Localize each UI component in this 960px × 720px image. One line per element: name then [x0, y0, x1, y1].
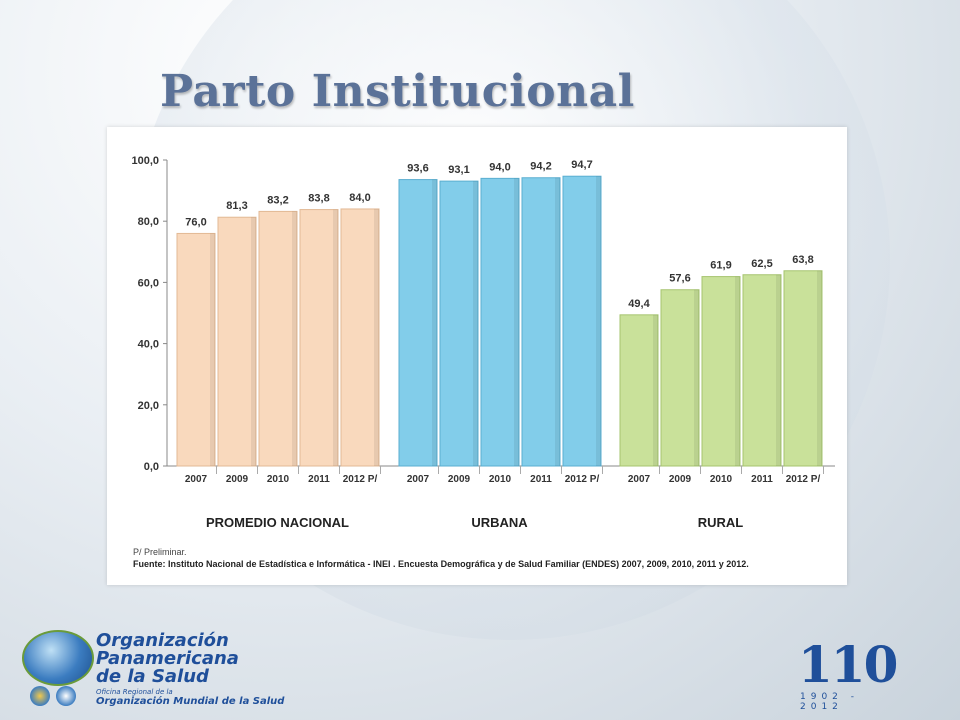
bar: [701, 276, 741, 467]
data-label: 62,5: [751, 258, 772, 270]
data-label: 94,7: [571, 159, 592, 171]
data-label: 81,3: [226, 200, 247, 212]
bar: [398, 179, 438, 467]
bar: [619, 314, 659, 467]
data-label: 93,1: [448, 164, 469, 176]
ops-name-line2: Panamericana: [96, 648, 239, 669]
bar-shade: [292, 211, 297, 466]
slide-title: Parto Institucional: [160, 66, 635, 117]
bar: [742, 274, 782, 467]
x-tick-label: 2010: [267, 474, 290, 485]
bar: [521, 177, 561, 467]
y-tick-label: 60,0: [138, 277, 159, 289]
x-tick-label: 2012 P/: [343, 474, 378, 485]
ops-subtitle-line2: Organización Mundial de la Salud: [96, 696, 285, 707]
bar-shade: [251, 217, 256, 466]
bar: [258, 210, 298, 467]
data-label: 63,8: [792, 254, 813, 266]
bar-shade: [735, 276, 740, 466]
bar-shade: [817, 270, 822, 466]
ops-seal-icon: [30, 686, 50, 706]
bar: [217, 216, 257, 467]
source-note: Fuente: Instituto Nacional de Estadístic…: [133, 559, 749, 569]
data-label: 84,0: [349, 192, 370, 204]
y-tick-label: 100,0: [131, 155, 159, 167]
x-tick-label: 2010: [489, 474, 512, 485]
x-tick-label: 2012 P/: [565, 474, 600, 485]
data-label: 83,8: [308, 193, 329, 205]
bar-shade: [374, 208, 379, 466]
ops-subtitle-line1: Oficina Regional de la: [96, 688, 173, 696]
bar: [562, 175, 602, 467]
x-tick-label: 2011: [530, 474, 552, 485]
y-tick-label: 40,0: [138, 339, 159, 351]
data-label: 94,0: [489, 161, 510, 173]
bar-shade: [514, 178, 519, 467]
x-tick-label: 2012 P/: [786, 474, 821, 485]
chart-panel: 0,0 20,0 40,0 60,0 80,0 100,0 76,0 2007 81,3 2009…: [107, 127, 847, 585]
who-seal-icon: [56, 686, 76, 706]
group-label: PROMEDIO NACIONAL: [206, 515, 349, 530]
data-label: 94,2: [530, 161, 551, 173]
x-tick-label: 2007: [628, 474, 651, 485]
bar-shade: [596, 176, 601, 466]
preliminary-note: P/ Preliminar.: [133, 547, 187, 557]
x-tick-label: 2009: [448, 474, 471, 485]
x-tick-label: 2011: [751, 474, 773, 485]
ops-name-line1: Organización: [96, 630, 229, 651]
y-tick-label: 0,0: [144, 461, 159, 473]
anniversary-logo: 110 1902 - 2012: [798, 635, 908, 713]
bar-shade: [694, 289, 699, 466]
x-tick-label: 2011: [308, 474, 330, 485]
institutional-birth-chart: 0,0 20,0 40,0 60,0 80,0 100,0 76,0 2007 81,3 2009…: [131, 155, 835, 530]
x-tick-label: 2010: [710, 474, 733, 485]
ops-name-line3: de la Salud: [96, 666, 209, 687]
bar: [439, 180, 479, 467]
data-label: 93,6: [407, 163, 428, 175]
bar: [340, 208, 380, 467]
x-tick-label: 2007: [185, 474, 208, 485]
globe-emblem-icon: [22, 630, 94, 686]
bar-shade: [555, 177, 560, 467]
bar-shade: [333, 209, 338, 466]
data-label: 76,0: [185, 216, 206, 228]
group-label: RURAL: [698, 515, 744, 530]
bar-shade: [653, 314, 658, 466]
bar: [660, 289, 700, 467]
bar: [299, 209, 339, 467]
y-tick-label: 20,0: [138, 400, 159, 412]
bar-shade: [473, 181, 478, 466]
data-label: 83,2: [267, 194, 288, 206]
bar-shade: [432, 179, 437, 467]
ops-logo: Organización Panamericana de la Salud Of…: [22, 630, 292, 710]
bar: [783, 270, 823, 467]
anniversary-number: 110: [798, 635, 898, 694]
group-label: URBANA: [471, 515, 528, 530]
data-label: 61,9: [710, 260, 731, 272]
anniversary-years: 1902 - 2012: [800, 692, 860, 712]
bar-shade: [210, 233, 215, 466]
bar: [480, 177, 520, 467]
x-tick-label: 2007: [407, 474, 430, 485]
x-tick-label: 2009: [669, 474, 692, 485]
bar: [176, 232, 216, 467]
x-tick-label: 2009: [226, 474, 249, 485]
y-tick-label: 80,0: [138, 216, 159, 228]
data-label: 49,4: [628, 298, 650, 310]
data-label: 57,6: [669, 273, 690, 285]
bar-shade: [776, 274, 781, 466]
